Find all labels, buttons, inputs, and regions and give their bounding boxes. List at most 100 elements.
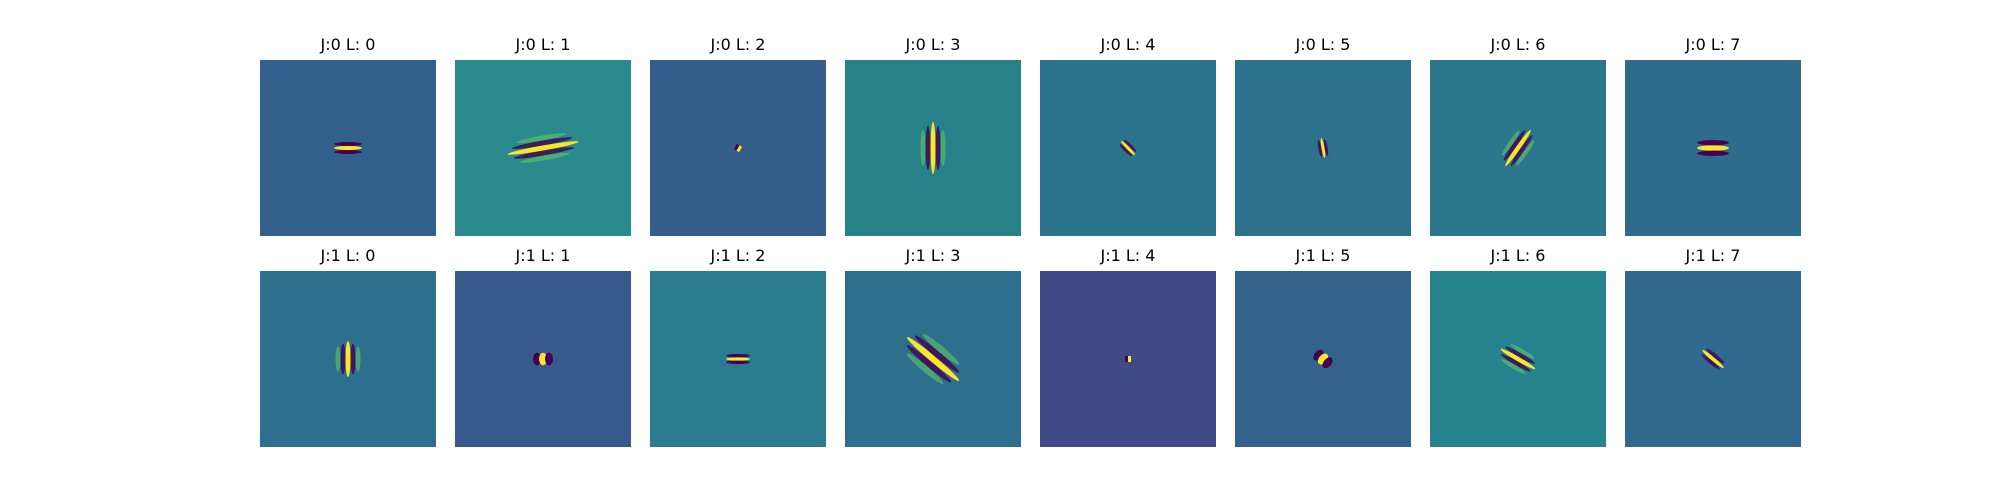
filter-stripe (1501, 130, 1520, 156)
filter-kernel (906, 333, 960, 385)
filter-image (260, 271, 436, 447)
panel-title: J:0 L: 7 (1685, 35, 1741, 54)
filter-dot-dark (733, 143, 740, 151)
filter-stripe (1503, 130, 1526, 161)
filter-image (1430, 271, 1606, 447)
filter-kernel (334, 142, 362, 154)
filter-panel: J:1 L: 4 (1040, 247, 1216, 447)
filter-stripe (906, 345, 952, 383)
panel-title: J:1 L: 6 (1490, 246, 1546, 265)
filter-stripe (1120, 140, 1136, 156)
filter-kernel (1697, 140, 1729, 156)
filter-stripe (1697, 145, 1729, 151)
panel-title: J:0 L: 2 (710, 35, 766, 54)
filter-stripe (914, 335, 960, 373)
filter-stripe (513, 147, 575, 159)
filter-stripe (726, 354, 750, 358)
panel-title: J:1 L: 2 (710, 246, 766, 265)
filter-kernel (920, 122, 946, 174)
filter-stripe (726, 357, 750, 361)
filter-blob (539, 352, 547, 366)
panel-title: J:1 L: 4 (1100, 246, 1156, 265)
filter-stripe (1124, 139, 1137, 152)
filter-panel: J:0 L: 6 (1430, 36, 1606, 236)
filter-panel: J:0 L: 5 (1235, 36, 1411, 236)
filter-stripe (507, 141, 579, 155)
filter-image (1235, 60, 1411, 236)
filter-kernel (1317, 138, 1329, 158)
filter-blob (533, 352, 541, 366)
filter-stripe (1697, 140, 1729, 146)
filter-panel: J:1 L: 2 (650, 247, 826, 447)
filter-image (845, 271, 1021, 447)
panel-title: J:1 L: 3 (905, 246, 961, 265)
filter-panel: J:0 L: 2 (650, 36, 826, 236)
filter-panel: J:0 L: 4 (1040, 36, 1216, 236)
filter-stripe (334, 146, 362, 150)
panel-title: J:0 L: 1 (515, 35, 571, 54)
filter-image (1040, 60, 1216, 236)
filter-stripe (519, 152, 570, 163)
filter-kernel (507, 133, 579, 163)
filter-stripe (1702, 349, 1724, 369)
filter-image (455, 271, 631, 447)
filter-stripe (355, 346, 361, 372)
filter-stripe (1510, 135, 1533, 166)
filter-image (260, 60, 436, 236)
filter-panel: J:1 L: 5 (1235, 247, 1411, 447)
filter-stripe (334, 142, 362, 146)
filter-stripe (340, 343, 346, 375)
filter-stripe (922, 333, 960, 365)
filter-panel: J:1 L: 0 (260, 247, 436, 447)
filter-kernel (733, 143, 743, 153)
filter-image (1430, 60, 1606, 236)
filter-stripe (935, 125, 941, 171)
filter-stripe (726, 360, 750, 364)
filter-image (650, 271, 826, 447)
filter-panel: J:0 L: 1 (455, 36, 631, 236)
panel-title: J:0 L: 3 (905, 35, 961, 54)
panel-title: J:0 L: 4 (1100, 35, 1156, 54)
filter-stripe (1501, 354, 1531, 372)
filter-panel: J:0 L: 0 (260, 36, 436, 236)
filter-stripe (1317, 140, 1323, 157)
filter-kernel (726, 354, 750, 364)
filter-stripe (1501, 359, 1526, 374)
filter-panel: J:1 L: 7 (1625, 247, 1801, 447)
filter-image (455, 60, 631, 236)
filter-stripe (1500, 348, 1536, 370)
filter-stripe (1320, 138, 1326, 158)
filter-blob (1322, 357, 1333, 369)
filter-stripe (1510, 344, 1535, 359)
filter-stripe (1505, 129, 1531, 167)
filter-panel: J:0 L: 7 (1625, 36, 1801, 236)
filter-image (1625, 271, 1801, 447)
filter-stripe (1701, 354, 1720, 370)
filter-panel: J:1 L: 6 (1430, 247, 1606, 447)
filter-stripe (925, 125, 931, 171)
filter-stripe (1323, 139, 1329, 156)
filter-kernel (533, 352, 553, 366)
filter-panel: J:1 L: 3 (845, 247, 1021, 447)
filter-stripe (516, 133, 567, 144)
filter-dot-bright (736, 145, 743, 153)
filter-stripe (906, 337, 960, 381)
filter-image (650, 60, 826, 236)
filter-kernel (335, 341, 361, 377)
filter-image (1235, 271, 1411, 447)
filter-stripe (906, 353, 944, 385)
filter-blob (545, 352, 553, 366)
filter-stripe (940, 129, 946, 167)
filter-stripe (511, 137, 573, 149)
filter-stripe (1505, 346, 1535, 364)
filter-stripe (920, 129, 926, 167)
panel-title: J:1 L: 7 (1685, 246, 1741, 265)
filter-panel: J:1 L: 1 (455, 247, 631, 447)
filter-kernel (1125, 356, 1131, 362)
panel-title: J:0 L: 6 (1490, 35, 1546, 54)
filter-image (1040, 271, 1216, 447)
filter-kernel (1119, 139, 1137, 157)
filter-kernel (1701, 348, 1725, 370)
filter-dot-dark (1125, 356, 1128, 362)
